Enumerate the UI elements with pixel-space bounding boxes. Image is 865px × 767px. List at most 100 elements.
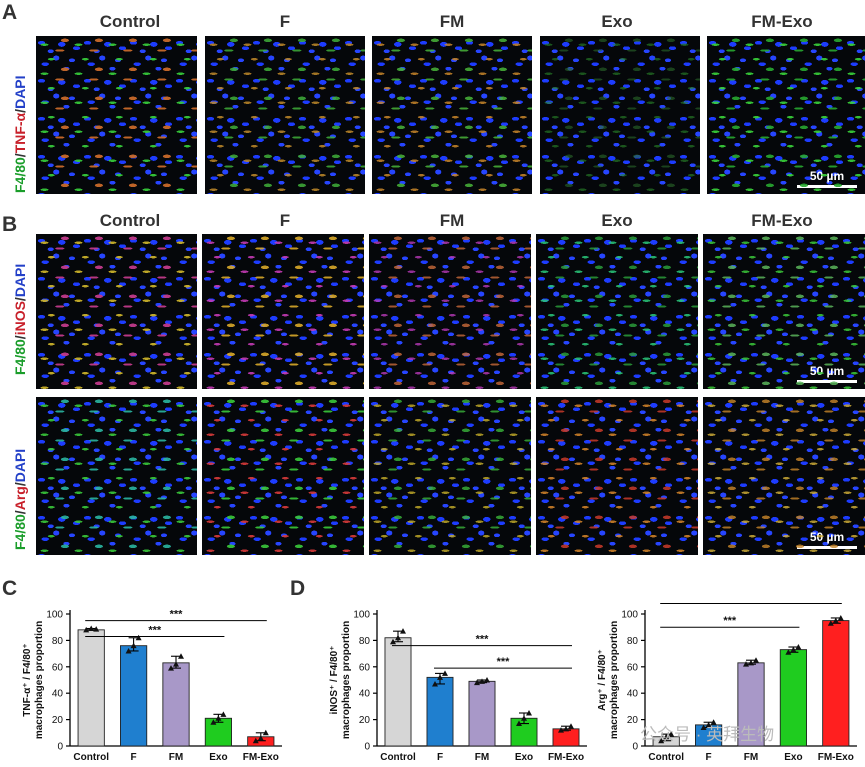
y-tick-label: 60 (627, 662, 639, 673)
micrograph-arg-exo (536, 397, 698, 555)
bar-exo (204, 717, 232, 747)
y-axis-label: macrophages proportion (34, 621, 45, 739)
x-tick-label: F (437, 752, 443, 763)
data-point (215, 715, 222, 721)
col-title-f-b: F (279, 211, 291, 230)
y-tick-label: 80 (359, 636, 371, 647)
col-title-fm-a: FM (439, 12, 465, 31)
y-axis-label: macrophages proportion (341, 621, 352, 739)
bar-fm (737, 662, 765, 747)
y-tick-label: 80 (627, 636, 639, 647)
data-point (442, 670, 448, 676)
panel-letter-d: D (290, 577, 306, 600)
significance-label: *** (476, 634, 490, 646)
x-tick-label: Control (380, 752, 416, 763)
data-point (130, 642, 137, 649)
watermark: 公众号 · 英拜生物 (640, 725, 775, 744)
x-tick-label: FM (169, 752, 183, 763)
significance-label: *** (497, 656, 511, 668)
data-point (474, 679, 480, 686)
panel-letter-c: C (2, 577, 18, 600)
col-title-fmexo-b: FM-Exo (751, 211, 813, 230)
y-tick-label: 80 (52, 636, 64, 647)
data-point (663, 733, 670, 740)
col-title-exo-a: Exo (601, 12, 633, 31)
y-tick-label: 40 (359, 689, 371, 700)
y-axis-label: iNOS⁺ / F4/80⁺ (329, 646, 340, 715)
x-tick-label: Exo (784, 752, 802, 763)
micrograph-arg-fm (369, 397, 531, 555)
data-point (173, 661, 179, 667)
col-title-exo-b: Exo (601, 211, 633, 230)
col-title-f-a: F (279, 12, 291, 31)
scale-bar-b1: 50 µm (797, 364, 857, 383)
bar-control (384, 637, 412, 747)
x-tick-label: FM-Exo (548, 752, 584, 763)
micrograph-arg-f (202, 397, 364, 555)
x-tick-label: Control (648, 752, 684, 763)
x-tick-label: Exo (515, 752, 533, 763)
data-point (710, 719, 717, 725)
bar-fm (468, 680, 496, 747)
col-title-control-a: Control (99, 12, 161, 31)
y-tick-label: 0 (364, 742, 370, 753)
micrograph-inos-f (202, 234, 364, 389)
bar-control (77, 629, 105, 747)
row-label-arg: F4/80/Arg/DAPI (12, 448, 28, 550)
data-point (220, 711, 227, 717)
x-tick-label: Control (73, 752, 109, 763)
y-tick-label: 40 (627, 689, 639, 700)
micrograph-tnf-f (205, 36, 365, 194)
data-point (83, 626, 90, 633)
y-axis-label: Arg⁺ / F4/80⁺ (597, 649, 608, 711)
bar-f (120, 645, 148, 747)
micrograph-inos-fmexo: 50 µm (703, 234, 865, 389)
micrograph-tnf-fm (372, 36, 532, 194)
data-point (390, 638, 396, 645)
micrograph-tnf-fmexo: 50 µm (707, 36, 865, 194)
bar-f (426, 676, 454, 747)
significance-label: *** (170, 609, 184, 621)
data-point (400, 628, 406, 634)
y-tick-label: 100 (621, 610, 638, 621)
data-point (135, 634, 142, 641)
data-point (790, 646, 797, 653)
row-label-tnf: F4/80/TNF-α/DAPI (12, 75, 28, 193)
micrograph-inos-exo (536, 234, 698, 389)
data-point (516, 720, 522, 727)
col-title-control-b: Control (99, 211, 161, 230)
data-point (257, 735, 264, 741)
y-tick-label: 0 (632, 742, 638, 753)
data-point (837, 614, 844, 621)
bar-exo (779, 649, 807, 747)
y-tick-label: 20 (359, 715, 371, 726)
micrograph-inos-fm (369, 234, 531, 389)
data-point (795, 644, 802, 650)
data-point (658, 737, 665, 744)
data-point (178, 653, 184, 659)
x-tick-label: F (706, 752, 712, 763)
y-tick-label: 100 (353, 610, 370, 621)
data-point (210, 719, 217, 725)
y-tick-label: 40 (52, 689, 64, 700)
y-tick-label: 60 (359, 662, 371, 673)
data-point (526, 710, 532, 716)
x-tick-label: Exo (209, 752, 227, 763)
scale-bar-b2: 50 µm (797, 530, 857, 549)
x-tick-label: FM (744, 752, 758, 763)
significance-label: *** (745, 600, 759, 603)
row-label-inos: F4/80/iNOS/DAPI (12, 263, 28, 375)
data-point (125, 647, 132, 654)
data-point (88, 625, 95, 632)
data-point (479, 678, 485, 684)
bar-fm-exo (552, 728, 580, 747)
chart-tnf: 0 20 40 60 80 100 TNF-α⁺ / F4/80⁺ macrophages p… (22, 609, 282, 763)
y-axis-label: macrophages proportion (609, 621, 620, 739)
data-point (521, 715, 527, 721)
data-point (252, 737, 259, 744)
col-title-fm-b: FM (439, 211, 465, 230)
y-tick-label: 100 (46, 610, 63, 621)
x-tick-label: FM-Exo (243, 752, 279, 763)
data-point (168, 665, 174, 671)
chart-arg: 0 20 40 60 80 100 Arg⁺ / F4/80⁺ macrophages pro… (597, 600, 857, 763)
